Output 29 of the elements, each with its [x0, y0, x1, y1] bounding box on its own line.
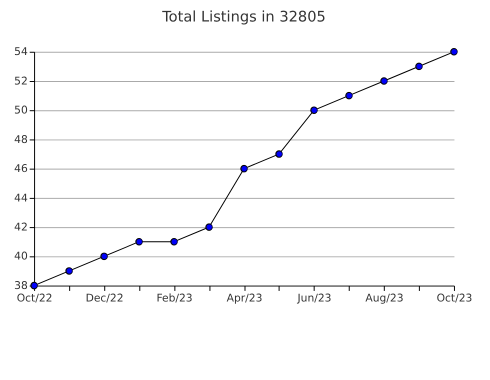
y-tick-label: 48: [14, 132, 28, 146]
y-tick-label: 38: [14, 278, 28, 292]
chart-title: Total Listings in 32805: [161, 8, 326, 26]
point: [310, 106, 318, 114]
x-tick-label: Jun/23: [296, 292, 332, 305]
y-tick-label: 54: [14, 45, 28, 58]
point: [450, 48, 458, 56]
x-tick-label: Apr/23: [226, 292, 262, 305]
x-tick-label: Aug/23: [365, 292, 404, 305]
point: [415, 62, 423, 70]
y-tick-label: 40: [14, 250, 28, 263]
point: [275, 150, 283, 158]
x-tick-label: Oct/23: [436, 292, 472, 305]
point: [135, 238, 143, 246]
x-tick-label: Dec/22: [86, 292, 124, 305]
point: [205, 223, 213, 231]
y-tick-label: 44: [14, 191, 28, 204]
point: [345, 92, 353, 100]
point: [240, 164, 248, 172]
x-tick-label: Feb/23: [156, 292, 193, 305]
y-tick-label: 50: [14, 104, 28, 117]
point: [65, 267, 73, 275]
point: [170, 238, 178, 246]
y-tick-label: 46: [14, 162, 28, 176]
x-tick-label: Oct/22: [16, 292, 52, 305]
y-tick-label: 42: [14, 220, 28, 234]
point: [100, 252, 108, 260]
point: [380, 77, 388, 85]
y-tick-label: 52: [14, 74, 28, 88]
